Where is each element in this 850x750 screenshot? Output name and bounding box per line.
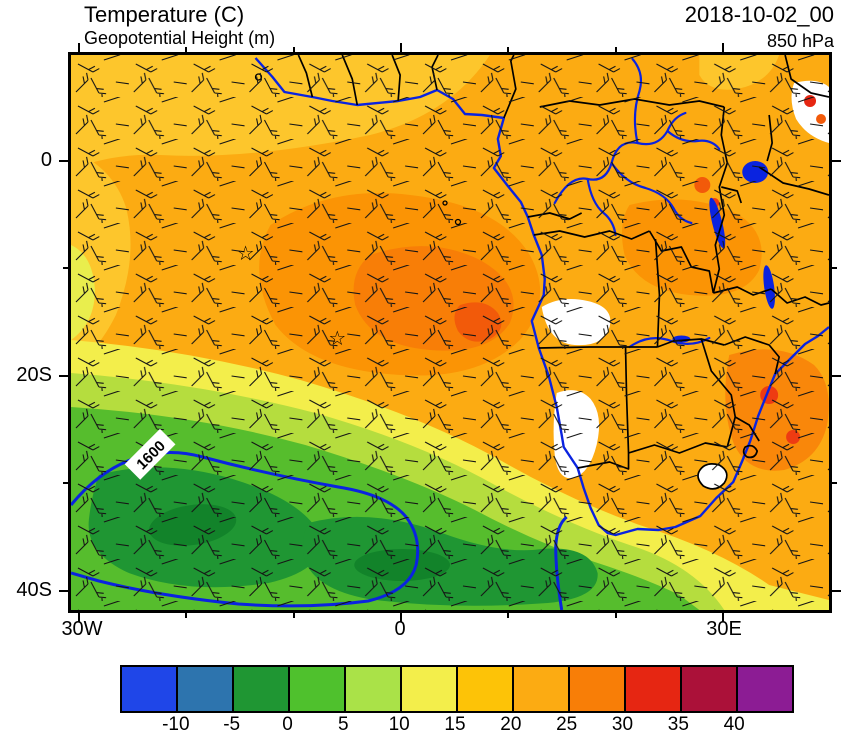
y-axis-label-40s: 40S [16,579,52,601]
storm-marker-2: ☆ [328,326,346,350]
axis-tick [615,47,617,52]
colorbar-swatch [514,667,570,711]
axis-tick [185,613,187,618]
colorbar-swatch [682,667,738,711]
colorbar-tick-label: 0 [282,714,293,735]
storm-marker-1: ☆ [237,241,255,265]
axis-tick [63,482,68,484]
axis-tick [400,43,402,52]
page-subtitle: Geopotential Height (m) [84,28,276,48]
axis-tick [507,47,509,52]
colorbar-tick-label: 40 [723,714,745,735]
colorbar-swatch [290,667,346,711]
colorbar-tick-label: 20 [500,714,522,735]
colorbar-tick-label: 15 [444,714,466,735]
colorbar-swatch [122,667,178,711]
colorbar-tick-label: 25 [556,714,578,735]
axis-tick [832,375,841,377]
colorbar-tick-label: -5 [223,714,241,735]
y-axis-label-20s: 20S [16,364,52,386]
axis-tick [832,160,841,162]
valid-datetime: 2018-10-02_00 [684,2,834,27]
y-axis-label-0: 0 [40,149,52,171]
axis-tick [59,375,68,377]
colorbar-swatch [738,667,792,711]
axis-tick [722,43,724,52]
axis-tick [293,613,295,618]
x-axis-label-0: 0 [394,618,406,640]
colorbar-tick-label: 10 [388,714,410,735]
axis-tick [59,590,68,592]
axis-tick [185,47,187,52]
colorbar-swatch [234,667,290,711]
map-canvas: ☆ ☆ 1600 [71,55,829,610]
colorbar-tick-label: -10 [162,714,190,735]
colorbar-tick-label: 35 [667,714,689,735]
axis-tick [78,613,80,622]
colorbar-swatch [346,667,402,711]
axis-tick [832,590,841,592]
pressure-level: 850 hPa [766,31,834,51]
axis-tick [722,613,724,622]
colorbar-labels: -10 -5 0 5 10 15 20 25 30 35 40 [120,714,790,738]
axis-tick [78,43,80,52]
axis-tick [507,613,509,618]
colorbar-swatch [402,667,458,711]
axis-tick [293,47,295,52]
axis-tick [63,267,68,269]
colorbar-swatch [178,667,234,711]
axis-tick [832,267,837,269]
axis-tick [832,482,837,484]
wind-barbs [71,55,829,610]
axis-tick [59,160,68,162]
colorbar [120,665,794,713]
x-axis-label-30e: 30E [706,618,742,640]
colorbar-swatch [458,667,514,711]
colorbar-tick-label: 5 [338,714,349,735]
colorbar-tick-label: 30 [611,714,634,735]
colorbar-swatch [626,667,682,711]
axis-tick [615,613,617,618]
axis-tick [400,613,402,622]
page-title: Temperature (C) [84,2,245,27]
map-frame: ☆ ☆ 1600 [68,52,832,613]
colorbar-swatch [570,667,626,711]
x-axis-label-30w: 30W [61,618,103,640]
